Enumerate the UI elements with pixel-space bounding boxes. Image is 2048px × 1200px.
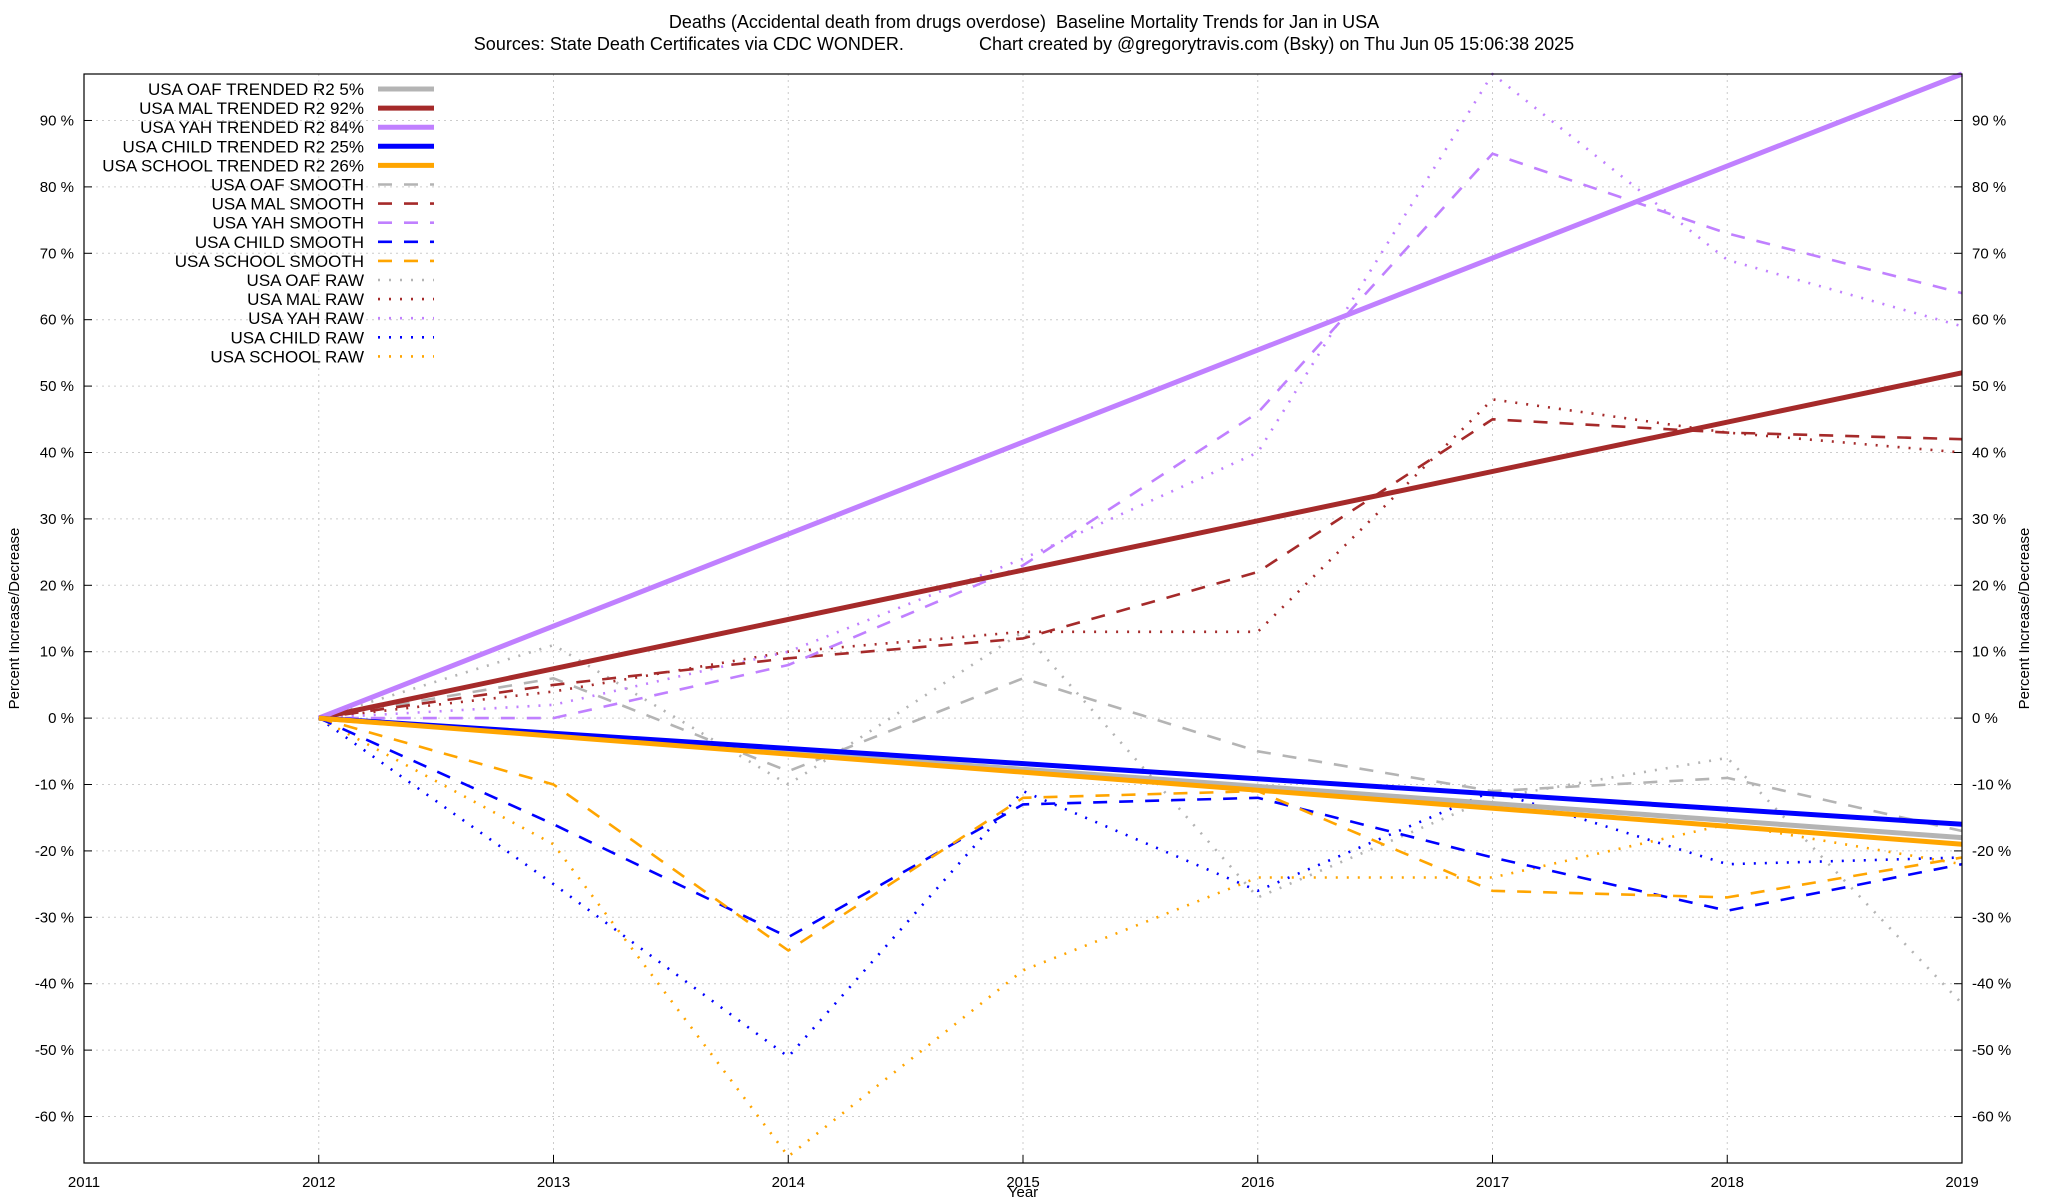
- series-line-usa-mal-smooth: [318, 417, 1963, 720]
- x-tick-label: 2013: [537, 1174, 570, 1191]
- y-tick-label: -30 %: [35, 909, 74, 926]
- legend-label: USA SCHOOL RAW: [210, 347, 364, 366]
- x-tick-label: 2016: [1241, 1174, 1274, 1191]
- y2-tick-label: 80 %: [1972, 179, 2006, 196]
- y2-tick-label: -40 %: [1972, 976, 2011, 993]
- series-line-usa-oaf-raw: [318, 630, 1963, 1005]
- legend-label: USA OAF TRENDED R2 5%: [148, 80, 364, 99]
- y-tick-label: -20 %: [35, 843, 74, 860]
- y2-tick-label: -20 %: [1972, 843, 2011, 860]
- y2-tick-label: -30 %: [1972, 909, 2011, 926]
- y2-tick-label: 50 %: [1972, 378, 2006, 395]
- y-tick-label: -60 %: [35, 1109, 74, 1126]
- legend-label: USA YAH TRENDED R2 84%: [140, 118, 364, 137]
- y-tick-label: 60 %: [40, 312, 74, 329]
- y-tick-label: 10 %: [40, 644, 74, 661]
- legend: USA OAF TRENDED R2 5%USA MAL TRENDED R2 …: [102, 80, 434, 366]
- y-tick-label: 20 %: [40, 577, 74, 594]
- series-lines: [317, 71, 1963, 1158]
- y-tick-label: 40 %: [40, 444, 74, 461]
- legend-label: USA CHILD RAW: [230, 328, 364, 347]
- series-line-usa-mal-raw: [318, 398, 1963, 720]
- legend-label: USA SCHOOL TRENDED R2 26%: [102, 156, 364, 175]
- legend-label: USA MAL RAW: [247, 290, 364, 309]
- legend-label: USA MAL SMOOTH: [212, 195, 364, 214]
- y2-tick-label: 70 %: [1972, 245, 2006, 262]
- legend-label: USA SCHOOL SMOOTH: [175, 252, 364, 271]
- series-line-usa-yah-smooth: [318, 152, 1963, 720]
- chart-subtitle: Sources: State Death Certificates via CD…: [473, 34, 1575, 54]
- series-line-usa-yah-trended-r2-84: [317, 71, 1963, 721]
- x-tick-label: 2015: [1006, 1174, 1039, 1191]
- y-tick-label: -10 %: [35, 777, 74, 794]
- y-tick-label: 80 %: [40, 179, 74, 196]
- grid-lines: [83, 74, 1963, 1163]
- y-tick-label: 30 %: [40, 511, 74, 528]
- x-tick-label: 2019: [1945, 1174, 1978, 1191]
- series-line-usa-yah-raw: [318, 72, 1963, 720]
- series-line-usa-oaf-smooth: [318, 676, 1963, 833]
- y2-tick-label: 40 %: [1972, 444, 2006, 461]
- series-line-usa-child-smooth: [318, 716, 1963, 939]
- y2-tick-label: -50 %: [1972, 1042, 2011, 1059]
- x-tick-label: 2011: [68, 1174, 100, 1191]
- legend-label: USA CHILD TRENDED R2 25%: [122, 137, 364, 156]
- legend-label: USA OAF SMOOTH: [211, 176, 364, 195]
- y-tick-label: 0 %: [48, 710, 74, 727]
- y-tick-label: -50 %: [35, 1042, 74, 1059]
- legend-label: USA YAH SMOOTH: [213, 214, 364, 233]
- chart-title: Deaths (Accidental death from drugs over…: [668, 12, 1380, 32]
- y-tick-label: 50 %: [40, 378, 74, 395]
- series-line-usa-school-smooth: [318, 716, 1963, 952]
- legend-label: USA CHILD SMOOTH: [195, 233, 364, 252]
- y-tick-label: 70 %: [40, 245, 74, 262]
- y2-tick-label: 10 %: [1972, 644, 2006, 661]
- y2-tick-label: -60 %: [1972, 1109, 2011, 1126]
- y2-tick-label: -10 %: [1972, 777, 2011, 794]
- series-line-usa-mal-trended-r2-92: [318, 370, 1963, 721]
- legend-label: USA OAF RAW: [247, 271, 364, 290]
- legend-label: USA MAL TRENDED R2 92%: [139, 99, 364, 118]
- y2-tick-label: 20 %: [1972, 577, 2006, 594]
- series-line-usa-school-raw: [318, 716, 1963, 1158]
- y2-tick-label: 60 %: [1972, 312, 2006, 329]
- y-tick-label: -40 %: [35, 976, 74, 993]
- x-tick-label: 2012: [302, 1174, 335, 1191]
- y-tick-label: 90 %: [40, 112, 74, 129]
- x-axis-label: Year: [1008, 1184, 1038, 1200]
- y2-tick-label: 30 %: [1972, 511, 2006, 528]
- legend-label: USA YAH RAW: [248, 309, 364, 328]
- x-tick-label: 2018: [1711, 1174, 1744, 1191]
- y2-tick-label: 90 %: [1972, 112, 2006, 129]
- series-line-usa-school-trended-r2-26: [318, 715, 1963, 847]
- axis-ticks: 2011 2012 2013 2014 2015 2016 2017 2018 2019 -60 …: [35, 112, 2011, 1191]
- y-axis-label: Percent Increase/Decrease: [6, 528, 23, 710]
- series-line-usa-child-trended-r2-25: [318, 715, 1963, 827]
- x-tick-label: 2014: [772, 1174, 805, 1191]
- y2-tick-label: 0 %: [1972, 710, 1998, 727]
- x-tick-label: 2017: [1476, 1174, 1509, 1191]
- y2-axis-label: Percent Increase/Decrease: [2016, 528, 2033, 710]
